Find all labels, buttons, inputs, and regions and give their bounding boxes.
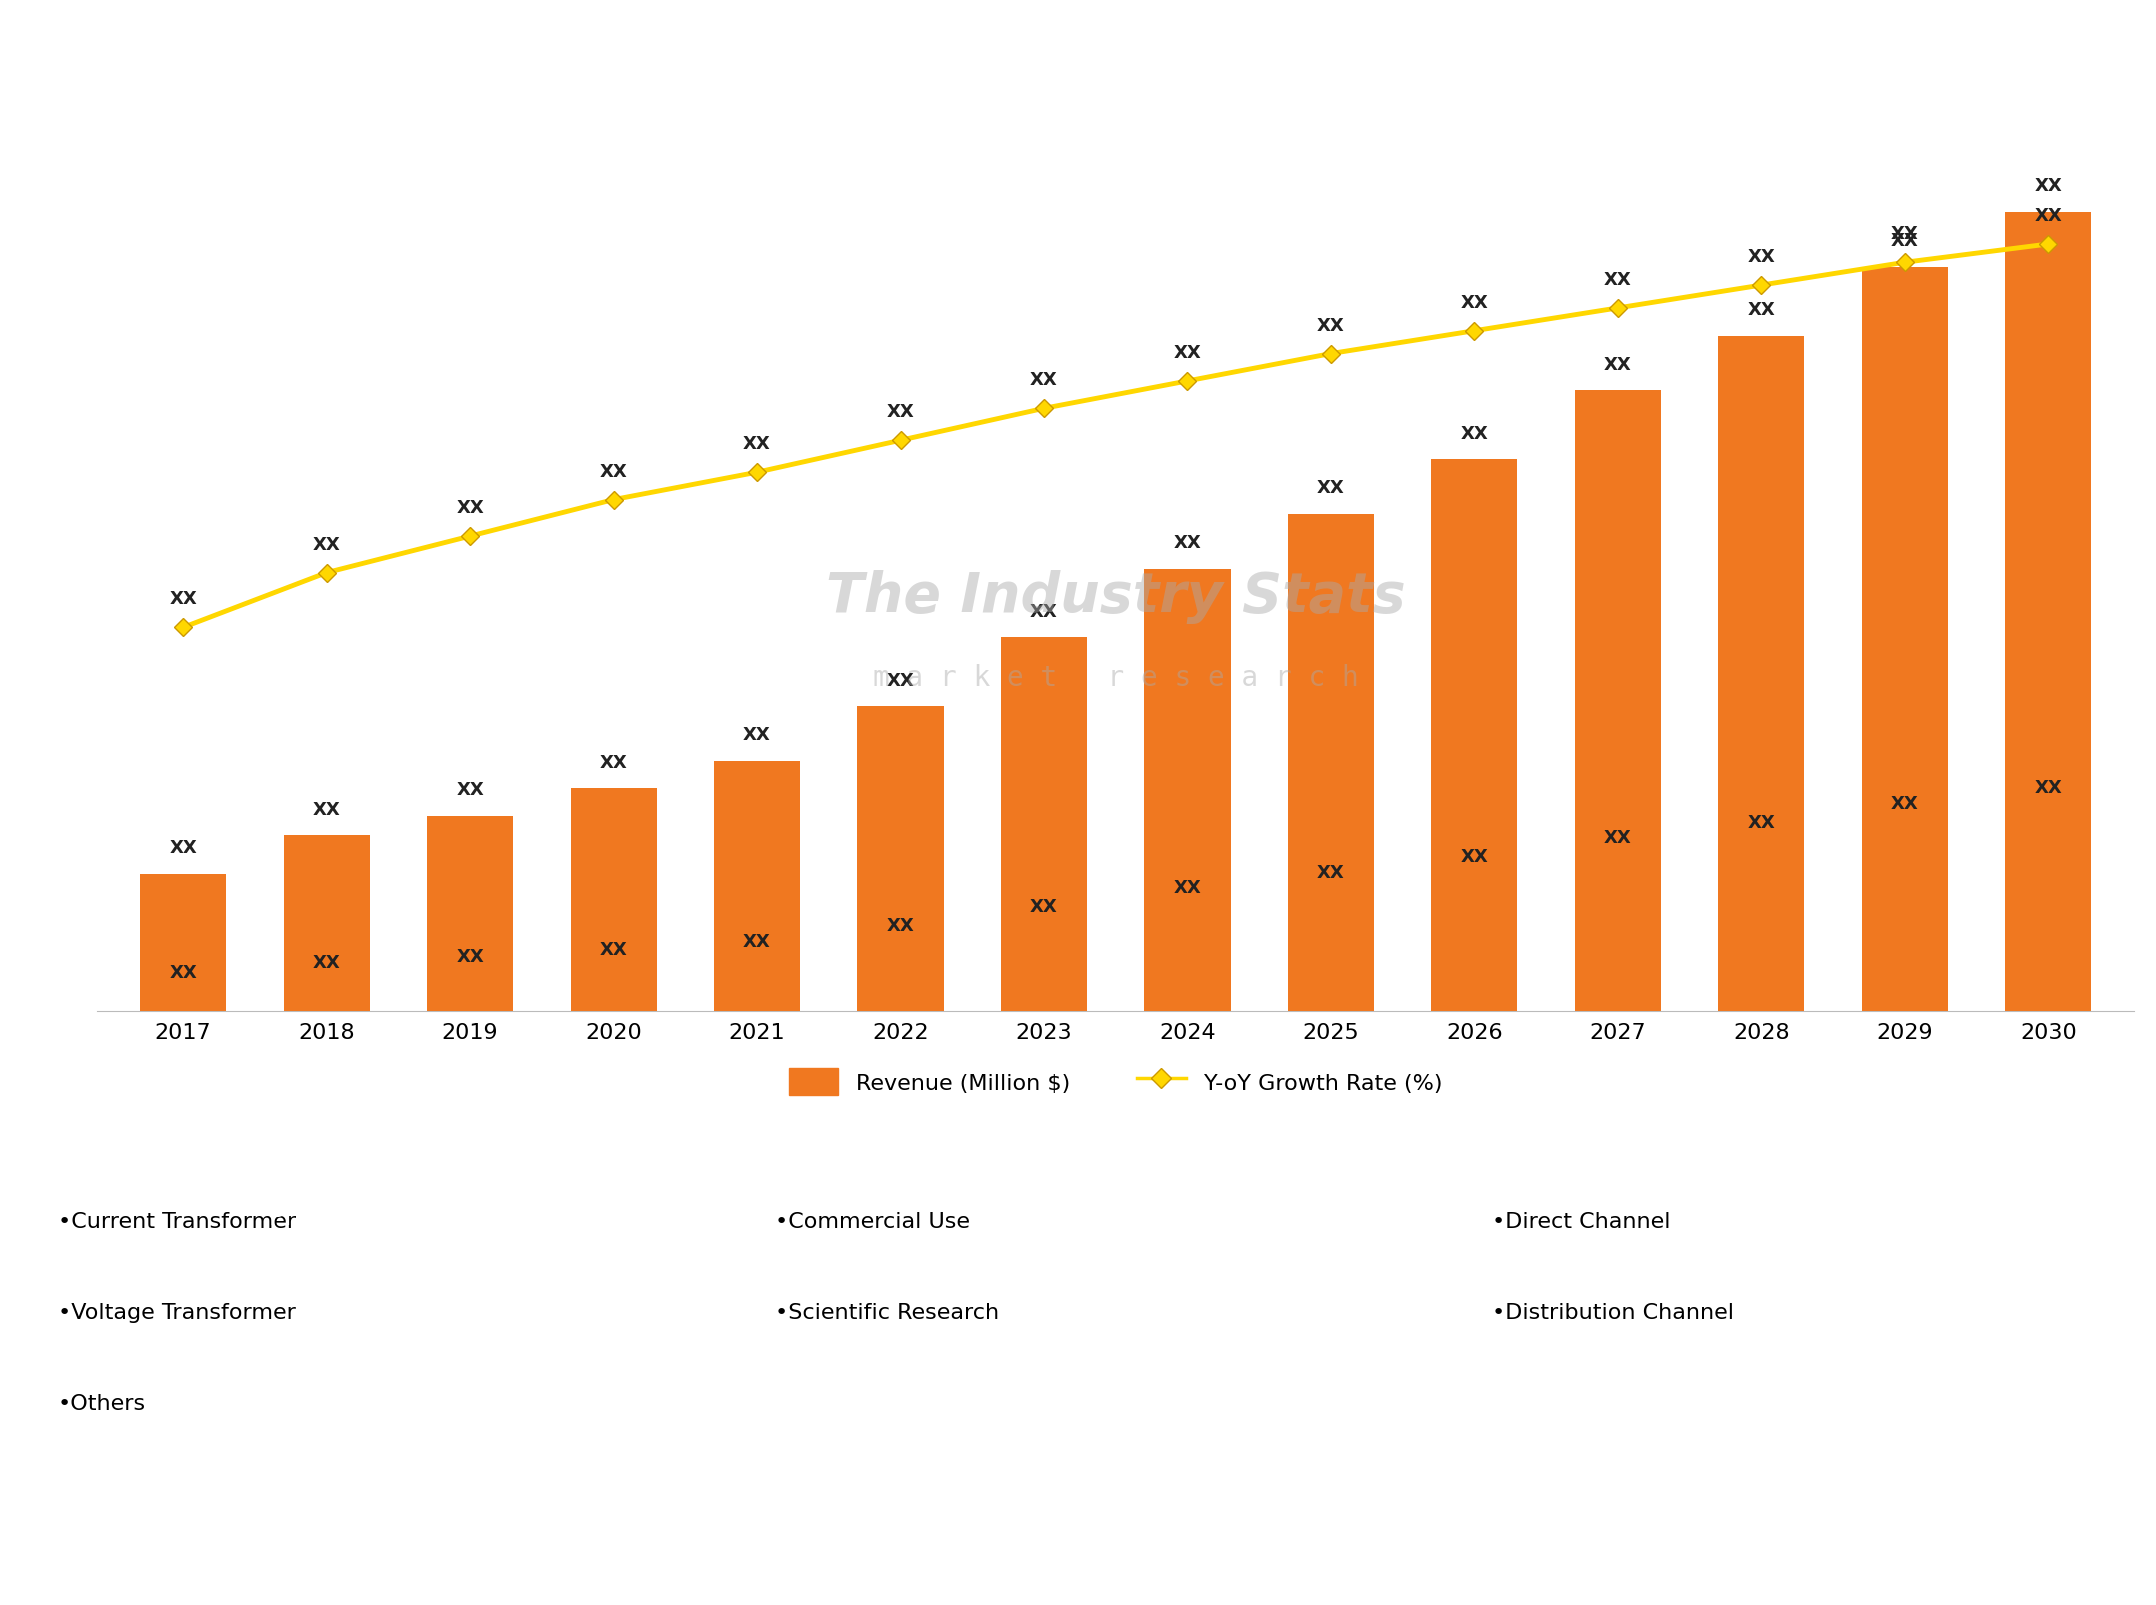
Bar	[2005, 213, 2091, 1011]
Text: XX: XX	[1173, 534, 1201, 552]
Text: Email: sales@theindustrystats.com: Email: sales@theindustrystats.com	[886, 1554, 1270, 1573]
Text: •Voltage Transformer: •Voltage Transformer	[58, 1302, 295, 1323]
Text: •Commercial Use: •Commercial Use	[776, 1212, 970, 1231]
Bar	[1574, 392, 1660, 1011]
Text: XX: XX	[1891, 225, 1919, 242]
Text: XX: XX	[1031, 371, 1059, 388]
Text: XX: XX	[1749, 814, 1774, 831]
Bar	[858, 706, 944, 1011]
Bar	[285, 836, 369, 1011]
Text: XX: XX	[168, 963, 196, 982]
Text: XX: XX	[1317, 316, 1345, 334]
Text: Source: Theindustrystats Analysis: Source: Theindustrystats Analysis	[65, 1554, 440, 1573]
Text: XX: XX	[313, 799, 341, 819]
Text: Website: www.theindustrystats.com: Website: www.theindustrystats.com	[1692, 1554, 2091, 1573]
Bar	[571, 790, 658, 1011]
Text: m a r k e t   r e s e a r c h: m a r k e t r e s e a r c h	[873, 663, 1358, 692]
Text: XX: XX	[1317, 863, 1345, 881]
Text: XX: XX	[457, 947, 483, 966]
Text: XX: XX	[1317, 480, 1345, 498]
Text: XX: XX	[1891, 794, 1919, 812]
Text: XX: XX	[457, 499, 483, 517]
Text: XX: XX	[1604, 356, 1632, 374]
Text: XX: XX	[1173, 343, 1201, 361]
Text: XX: XX	[1460, 847, 1488, 865]
Bar	[1718, 337, 1805, 1011]
Text: •Direct Channel: •Direct Channel	[1492, 1212, 1671, 1231]
Bar	[140, 875, 226, 1011]
Text: Product Types: Product Types	[270, 1204, 453, 1231]
Text: XX: XX	[1891, 233, 1919, 250]
Text: XX: XX	[1604, 271, 1632, 289]
Text: XX: XX	[599, 462, 627, 480]
Bar	[1145, 570, 1231, 1011]
Bar	[1432, 459, 1518, 1011]
Text: XX: XX	[1749, 300, 1774, 319]
Text: XX: XX	[168, 591, 196, 608]
Text: •Others: •Others	[58, 1393, 147, 1414]
Text: XX: XX	[168, 838, 196, 857]
Text: XX: XX	[2035, 778, 2063, 796]
Text: XX: XX	[313, 953, 341, 971]
Text: XX: XX	[886, 403, 914, 421]
Text: XX: XX	[313, 536, 341, 554]
Text: XX: XX	[1031, 897, 1059, 916]
Text: The Industry Stats: The Industry Stats	[826, 570, 1406, 623]
Text: •Distribution Channel: •Distribution Channel	[1492, 1302, 1733, 1323]
Bar	[1287, 515, 1373, 1011]
Bar	[427, 817, 513, 1011]
Text: XX: XX	[2035, 207, 2063, 225]
Text: •Scientific Research: •Scientific Research	[776, 1302, 998, 1323]
Text: XX: XX	[2035, 178, 2063, 196]
Bar	[714, 761, 800, 1011]
Text: Fig. Global Optical Instrument Transformer Market Status and Outlook: Fig. Global Optical Instrument Transform…	[28, 32, 1188, 61]
Text: XX: XX	[1749, 247, 1774, 266]
Text: XX: XX	[599, 753, 627, 772]
Bar	[1863, 268, 1947, 1011]
Text: XX: XX	[457, 782, 483, 799]
Text: Sales Channels: Sales Channels	[1695, 1204, 1895, 1231]
Text: XX: XX	[1460, 424, 1488, 443]
Text: Application: Application	[1005, 1204, 1151, 1231]
Text: XX: XX	[1173, 878, 1201, 897]
Legend: Revenue (Million $), Y-oY Growth Rate (%): Revenue (Million $), Y-oY Growth Rate (%…	[789, 1069, 1442, 1095]
Bar	[1000, 639, 1087, 1011]
Text: XX: XX	[1031, 602, 1059, 621]
Text: XX: XX	[744, 725, 772, 745]
Text: XX: XX	[599, 941, 627, 958]
Text: XX: XX	[1460, 294, 1488, 311]
Text: XX: XX	[886, 671, 914, 689]
Text: XX: XX	[886, 916, 914, 934]
Text: XX: XX	[1604, 828, 1632, 846]
Text: XX: XX	[744, 435, 772, 453]
Text: XX: XX	[744, 933, 772, 950]
Text: •Current Transformer: •Current Transformer	[58, 1212, 295, 1231]
